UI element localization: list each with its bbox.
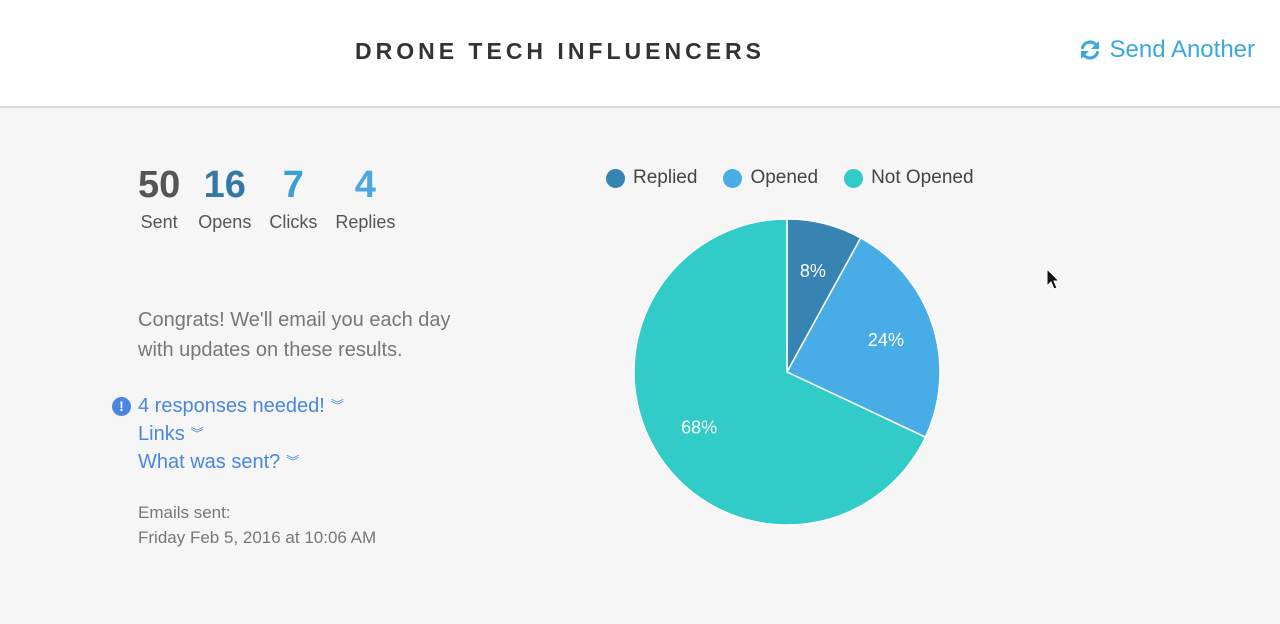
pie-label-not-opened: 68%	[681, 418, 717, 438]
stat-replies-value: 4	[354, 164, 376, 206]
emails-sent-date: Friday Feb 5, 2016 at 10:06 AM	[138, 528, 377, 547]
links-toggle[interactable]: Links ︾	[112, 420, 344, 448]
header: DRONE TECH INFLUENCERS Send Another	[0, 0, 1280, 108]
responses-needed-label: 4 responses needed!	[138, 395, 325, 417]
expandable-links: ! 4 responses needed! ︾ Links ︾ What was…	[112, 392, 344, 476]
stat-opens-value: 16	[203, 164, 246, 206]
stat-sent-label: Sent	[140, 212, 178, 232]
stat-clicks: 7 Clicks	[269, 162, 317, 233]
congrats-line-1: Congrats! We'll email you each day	[138, 309, 451, 331]
legend-swatch-not-opened	[844, 168, 864, 188]
legend-not-opened[interactable]: Not Opened	[844, 167, 974, 189]
legend-replied[interactable]: Replied	[606, 167, 697, 189]
send-another-label: Send Another	[1109, 36, 1255, 63]
stat-opens-label: Opens	[198, 212, 252, 232]
stat-sent-value: 50	[138, 164, 181, 206]
mouse-cursor-icon	[1046, 268, 1061, 290]
chart-legend: Replied Opened Not Opened	[606, 167, 974, 189]
stat-clicks-value: 7	[282, 164, 304, 206]
what-was-sent-toggle[interactable]: What was sent? ︾	[112, 448, 344, 476]
links-label: Links	[138, 423, 185, 445]
page-title: DRONE TECH INFLUENCERS	[354, 38, 765, 64]
legend-label-replied: Replied	[633, 167, 698, 188]
pie-label-opened: 24%	[868, 330, 904, 350]
pie-chart: 8% 24% 68%	[633, 218, 941, 526]
legend-label-opened: Opened	[750, 167, 819, 188]
responses-needed-link[interactable]: ! 4 responses needed! ︾	[112, 392, 344, 420]
stat-clicks-label: Clicks	[269, 212, 318, 232]
refresh-icon	[1080, 40, 1099, 60]
legend-swatch-opened	[723, 168, 743, 188]
legend-opened[interactable]: Opened	[723, 167, 818, 189]
pie-slice-opened[interactable]	[785, 236, 941, 439]
stat-replies-label: Replies	[335, 212, 396, 232]
emails-sent-info: Emails sent: Friday Feb 5, 2016 at 10:06…	[138, 500, 376, 550]
stat-sent: 50 Sent	[138, 162, 180, 233]
legend-label-not-opened: Not Opened	[871, 167, 974, 188]
double-chevron-down-icon: ︾	[286, 454, 300, 469]
double-chevron-down-icon: ︾	[330, 398, 344, 413]
pie-label-replied: 8%	[800, 261, 826, 281]
stats-summary: 50 Sent 16 Opens 7 Clicks 4 Replies	[138, 162, 395, 233]
alert-icon: !	[112, 396, 131, 416]
what-was-sent-label: What was sent?	[138, 451, 281, 473]
stat-opens: 16 Opens	[198, 162, 251, 233]
pie-slice-not-opened[interactable]	[633, 218, 927, 526]
double-chevron-down-icon: ︾	[190, 426, 204, 441]
legend-swatch-replied	[606, 168, 625, 188]
congrats-line-2: with updates on these results.	[138, 339, 403, 361]
emails-sent-label: Emails sent:	[138, 503, 231, 522]
send-another-button[interactable]: Send Another	[1078, 36, 1255, 64]
stat-replies: 4 Replies	[335, 162, 395, 233]
congrats-message: Congrats! We'll email you each day with …	[138, 305, 538, 365]
